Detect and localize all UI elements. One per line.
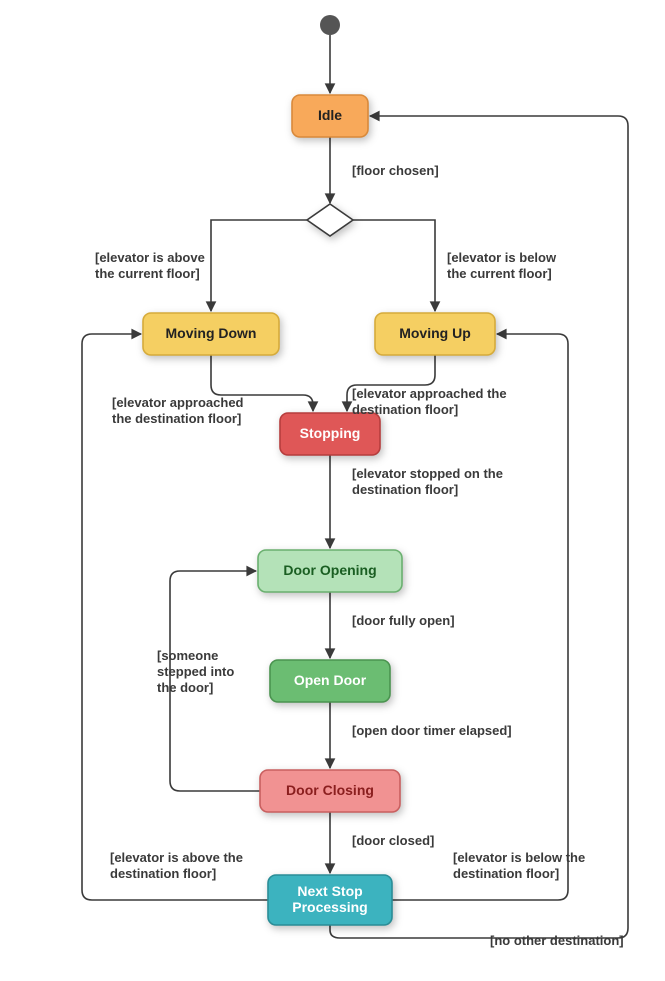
state-moving-down: Moving Down	[143, 313, 279, 355]
edge-label-stopping-opening: [elevator stopped on thedestination floo…	[352, 466, 503, 497]
edge-label-up-stopping: [elevator approached thedestination floo…	[352, 386, 507, 417]
state-stopping: Stopping	[280, 413, 380, 455]
state-open-door-label: Open Door	[294, 672, 367, 688]
edge-label-closing-opening: [someonestepped intothe door]	[157, 648, 234, 695]
state-idle-label: Idle	[318, 107, 342, 123]
edge-label-closing-next: [door closed]	[352, 833, 434, 848]
state-door-closing: Door Closing	[260, 770, 400, 812]
state-door-opening: Door Opening	[258, 550, 402, 592]
state-door-opening-label: Door Opening	[283, 562, 376, 578]
edge-label-opening-open: [door fully open]	[352, 613, 455, 628]
decision-node	[307, 204, 353, 236]
edge-label-open-closing: [open door timer elapsed]	[352, 723, 512, 738]
state-stopping-label: Stopping	[300, 425, 361, 441]
state-diagram: Idle Moving Down Moving Up Stopping Door Ope…	[0, 0, 665, 981]
edge-next-idle	[330, 116, 628, 938]
state-idle: Idle	[292, 95, 368, 137]
edge-label-next-up: [elevator is below thedestination floor]	[453, 850, 585, 881]
edge-decision-up	[352, 220, 435, 311]
edge-label-idle-decision: [floor chosen]	[352, 163, 439, 178]
edge-label-next-idle: [no other destination]	[490, 933, 624, 948]
state-moving-up: Moving Up	[375, 313, 495, 355]
state-open-door: Open Door	[270, 660, 390, 702]
edge-label-down-stopping: [elevator approachedthe destination floo…	[112, 395, 244, 426]
edge-label-next-down: [elevator is above thedestination floor]	[110, 850, 243, 881]
state-next-stop-label: Next StopProcessing	[292, 883, 367, 915]
edge-label-dec-up: [elevator is belowthe current floor]	[447, 250, 557, 281]
state-door-closing-label: Door Closing	[286, 782, 374, 798]
edge-decision-down	[211, 220, 308, 311]
state-moving-up-label: Moving Up	[399, 325, 471, 341]
edge-label-dec-down: [elevator is abovethe current floor]	[95, 250, 205, 281]
state-next-stop: Next StopProcessing	[268, 875, 392, 925]
start-node	[320, 15, 340, 35]
state-moving-down-label: Moving Down	[166, 325, 257, 341]
